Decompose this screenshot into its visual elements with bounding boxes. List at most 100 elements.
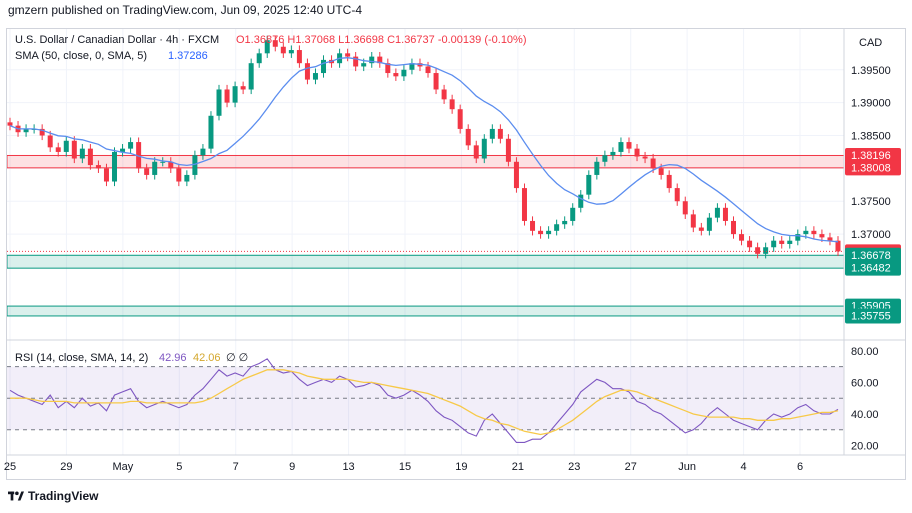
candle-body bbox=[112, 151, 118, 182]
candle-body bbox=[618, 142, 624, 152]
candle-body bbox=[128, 142, 134, 149]
candle-body bbox=[602, 155, 608, 162]
candle-body bbox=[176, 168, 182, 182]
rsi-legend-label: RSI (14, close, SMA, 14, 2) bbox=[15, 352, 148, 364]
time-tick-label: 5 bbox=[176, 461, 182, 473]
price-badge-label: 1.38008 bbox=[851, 162, 891, 174]
candle-body bbox=[264, 40, 270, 54]
candle-body bbox=[803, 230, 809, 235]
candle-body bbox=[296, 50, 302, 64]
rsi-legend-value: 42.96 bbox=[159, 352, 187, 364]
candle-body bbox=[554, 224, 560, 231]
price-badge-label: 1.36482 bbox=[851, 263, 891, 275]
candle-body bbox=[224, 89, 230, 103]
candle-body bbox=[23, 128, 29, 133]
time-tick-label: 23 bbox=[568, 461, 580, 473]
candle-body bbox=[385, 63, 391, 74]
candle-body bbox=[521, 188, 527, 221]
candle-body bbox=[763, 247, 769, 254]
candle-body bbox=[538, 230, 544, 235]
candle-body bbox=[570, 207, 576, 221]
rsi-ma-line bbox=[10, 369, 839, 436]
candle-body bbox=[594, 161, 600, 175]
candle-body bbox=[216, 89, 222, 116]
candle-body bbox=[489, 128, 495, 139]
currency-label[interactable]: CAD bbox=[859, 37, 882, 49]
candle-body bbox=[473, 145, 479, 159]
candle-body bbox=[152, 161, 158, 175]
candle-body bbox=[433, 73, 439, 90]
price-tick-label: 1.39000 bbox=[851, 98, 891, 110]
candle-body bbox=[312, 73, 318, 80]
chart-frame bbox=[6, 28, 906, 480]
candle-body bbox=[658, 168, 664, 175]
candle-body bbox=[63, 140, 69, 152]
candle-body bbox=[779, 240, 785, 244]
candle-body bbox=[39, 128, 45, 136]
candle-body bbox=[184, 174, 190, 182]
price-zone[interactable] bbox=[7, 254, 844, 269]
candle-body bbox=[730, 220, 736, 235]
candle-body bbox=[144, 168, 150, 175]
price-badge bbox=[845, 147, 901, 163]
candle-body bbox=[304, 63, 310, 80]
candle-body bbox=[240, 86, 246, 90]
candle-body bbox=[827, 237, 833, 241]
candle-body bbox=[55, 147, 61, 152]
candle-body bbox=[288, 50, 294, 54]
price-badge-label: 1.35755 bbox=[851, 310, 891, 322]
candle-body bbox=[256, 53, 262, 64]
candle-body bbox=[739, 234, 745, 241]
candle-body bbox=[120, 148, 126, 152]
candle-body bbox=[747, 240, 753, 248]
candle-body bbox=[95, 165, 101, 169]
candle-body bbox=[530, 220, 536, 231]
candle-body bbox=[481, 138, 487, 159]
time-tick-label: Jun bbox=[678, 461, 696, 473]
price-zone[interactable] bbox=[7, 154, 844, 169]
time-tick-label: 27 bbox=[625, 461, 637, 473]
time-tick-label: 21 bbox=[512, 461, 524, 473]
candle-body bbox=[160, 161, 166, 163]
price-tick-label: 1.37000 bbox=[851, 229, 891, 241]
price-badge bbox=[845, 160, 901, 176]
candle-body bbox=[71, 140, 77, 159]
candle-body bbox=[787, 240, 793, 244]
candle-body bbox=[47, 135, 53, 148]
legend-ohlc: O1.36876 H1.37068 L1.36698 C1.36737 -0.0… bbox=[236, 34, 527, 46]
time-tick-label: 6 bbox=[797, 461, 803, 473]
candle-body bbox=[835, 240, 841, 252]
candle-body bbox=[690, 214, 696, 228]
candle-body bbox=[200, 148, 206, 156]
candle-body bbox=[562, 220, 568, 225]
time-tick-label: 19 bbox=[455, 461, 467, 473]
candle-body bbox=[449, 99, 455, 110]
candle-body bbox=[168, 161, 174, 169]
candle-body bbox=[345, 53, 351, 57]
candle-body bbox=[795, 234, 801, 241]
price-badge bbox=[845, 308, 901, 324]
candle-body bbox=[441, 89, 447, 100]
price-badge bbox=[845, 247, 901, 263]
rsi-ma-legend-value: 42.06 bbox=[193, 352, 221, 364]
tradingview-logo[interactable]: TradingView bbox=[8, 489, 98, 503]
candle-body bbox=[248, 63, 254, 90]
candle-body bbox=[682, 201, 688, 215]
candle-body bbox=[722, 207, 728, 221]
candle-body bbox=[771, 240, 777, 248]
candle-body bbox=[626, 142, 632, 149]
candle-body bbox=[610, 151, 616, 156]
price-badge-label: 1.36678 bbox=[851, 250, 891, 262]
legend-sma-label: SMA (50, close, 0, SMA, 5) bbox=[15, 50, 147, 62]
time-tick-label: 9 bbox=[289, 461, 295, 473]
price-zone[interactable] bbox=[7, 305, 844, 317]
candle-body bbox=[321, 59, 327, 74]
candle-body bbox=[497, 128, 503, 139]
candle-body bbox=[136, 142, 142, 169]
candle-body bbox=[232, 86, 238, 103]
candle-body bbox=[7, 122, 13, 126]
candle-body bbox=[714, 207, 720, 218]
legend-sma-value: 1.37286 bbox=[168, 50, 208, 62]
candle-body bbox=[578, 194, 584, 208]
